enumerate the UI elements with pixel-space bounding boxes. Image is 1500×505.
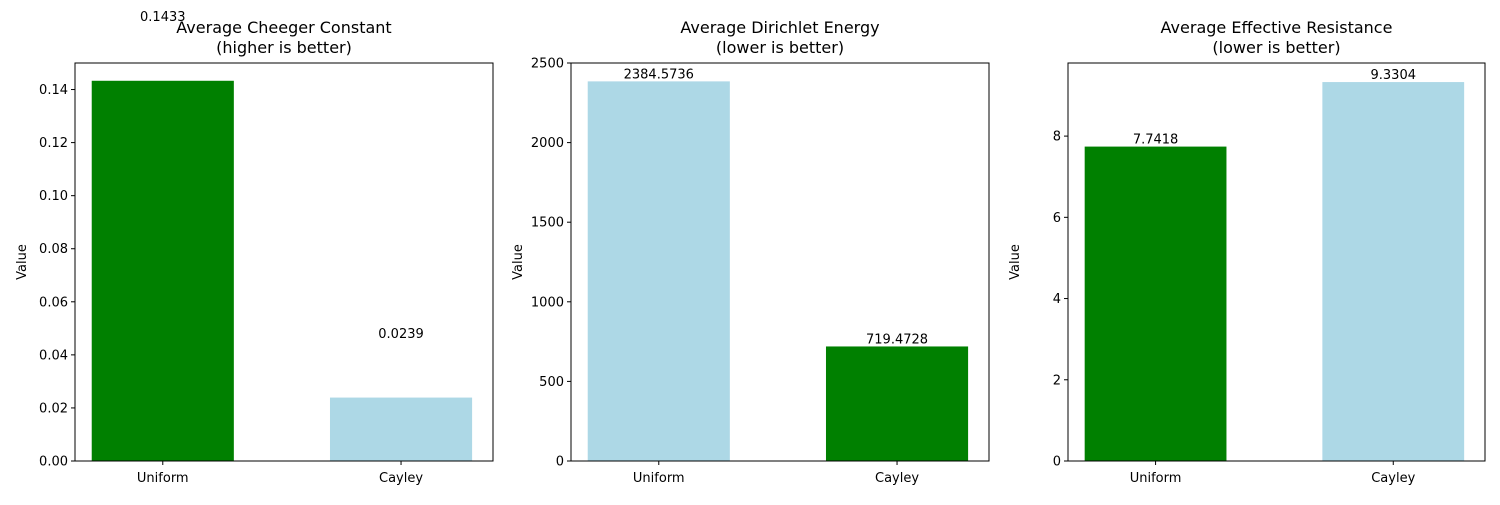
- y-tick-label: 6: [1053, 211, 1061, 226]
- data-label-uniform: 2384.5736: [624, 67, 694, 82]
- chart-panel-2: Average Dirichlet Energy(lower is better…: [511, 18, 990, 486]
- chart-subtitle: (lower is better): [1212, 38, 1340, 57]
- bar-uniform: [587, 81, 730, 461]
- chart-panel-3: Average Effective Resistance(lower is be…: [1008, 18, 1486, 486]
- chart-title: Average Effective Resistance: [1161, 18, 1393, 37]
- x-tick-label: Uniform: [1130, 471, 1182, 486]
- y-tick-label: 0: [556, 455, 564, 470]
- axes-frame: [1067, 62, 1486, 462]
- chart-title: Average Dirichlet Energy: [680, 18, 879, 37]
- y-tick-label: 0.02: [39, 401, 68, 416]
- y-tick-label: 0: [1053, 455, 1061, 470]
- x-tick-label: Cayley: [875, 471, 919, 486]
- y-tick-label: 8: [1053, 130, 1061, 145]
- axes-frame: [570, 62, 990, 462]
- y-axis-label: Value: [15, 244, 30, 280]
- x-tick-label: Uniform: [137, 471, 189, 486]
- y-tick-label: 0.06: [39, 295, 68, 310]
- chart-subtitle: (lower is better): [716, 38, 844, 57]
- x-tick-label: Uniform: [633, 471, 685, 486]
- data-label-cayley: 0.0239: [378, 327, 424, 342]
- data-label-cayley: 9.3304: [1371, 68, 1417, 83]
- y-tick-label: 4: [1053, 292, 1061, 307]
- chart-title: Average Cheeger Constant: [176, 18, 391, 37]
- bar-cayley: [825, 346, 969, 461]
- data-label-uniform: 7.7418: [1133, 133, 1179, 148]
- bar-cayley: [1322, 82, 1465, 462]
- y-axis-label: Value: [1008, 244, 1023, 280]
- y-tick-label: 0.14: [39, 83, 68, 98]
- y-tick-label: 0.08: [39, 242, 68, 257]
- x-tick-label: Cayley: [379, 471, 423, 486]
- y-tick-label: 2000: [531, 136, 564, 151]
- bar-cayley: [329, 397, 473, 461]
- y-tick-label: 1500: [531, 216, 564, 231]
- y-tick-label: 500: [539, 375, 564, 390]
- chart-subtitle: (higher is better): [216, 38, 352, 57]
- chart-panel-1: Average Cheeger Constant(higher is bette…: [15, 10, 494, 486]
- y-axis-label: Value: [511, 244, 526, 280]
- data-label-cayley: 719.4728: [866, 332, 928, 347]
- y-tick-label: 1000: [531, 295, 564, 310]
- bar-uniform: [91, 80, 234, 461]
- x-tick-label: Cayley: [1371, 471, 1415, 486]
- data-label-uniform: 0.1433: [140, 10, 186, 25]
- y-tick-label: 0.10: [39, 189, 68, 204]
- axes-frame: [74, 62, 494, 462]
- y-tick-label: 2: [1053, 373, 1061, 388]
- y-tick-label: 2500: [531, 57, 564, 72]
- bar-uniform: [1084, 146, 1227, 461]
- y-tick-label: 0.00: [39, 455, 68, 470]
- y-tick-label: 0.12: [39, 136, 68, 151]
- y-tick-label: 0.04: [39, 348, 68, 363]
